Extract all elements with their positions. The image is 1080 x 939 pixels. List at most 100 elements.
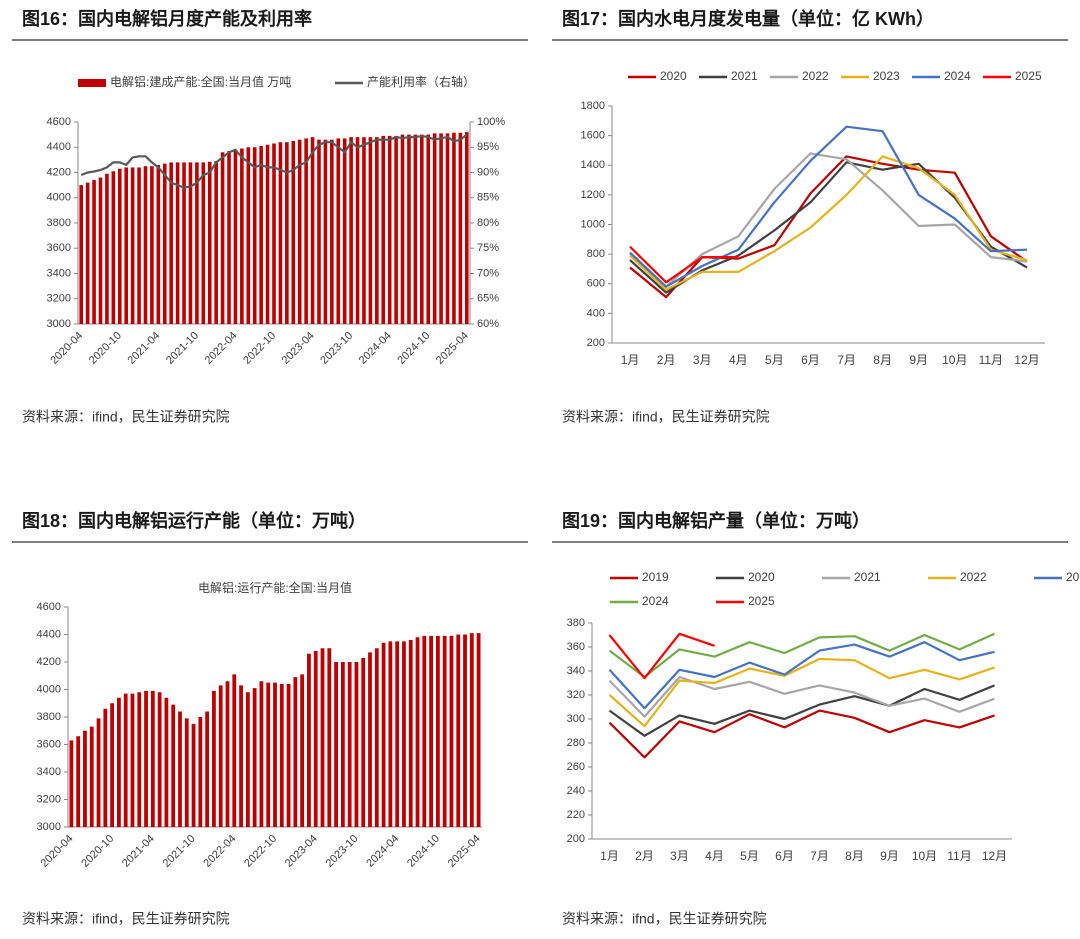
x-tick-label: 2月: [657, 353, 676, 367]
x-tick-label: 11月: [979, 353, 1003, 367]
bar: [375, 137, 379, 324]
x-tick-label: 2021-04: [125, 330, 162, 367]
bar: [137, 692, 142, 827]
bar: [169, 162, 173, 324]
legend-label: 2020: [660, 69, 687, 83]
bar: [232, 674, 237, 827]
bar: [246, 147, 251, 324]
bar: [218, 685, 223, 827]
bar: [432, 133, 437, 324]
x-tick-label: 9月: [880, 849, 899, 863]
bar: [117, 168, 122, 324]
bar: [69, 740, 74, 827]
x-tick-label: 6月: [801, 353, 820, 367]
bar: [334, 662, 338, 827]
y2-tick-label: 80%: [477, 217, 499, 229]
bar: [463, 634, 467, 827]
legend-label: 2020: [748, 570, 775, 584]
y2-tick-label: 60%: [477, 318, 499, 330]
y-tick-label: 3200: [37, 793, 61, 805]
y-tick-label: 3600: [47, 242, 71, 254]
bar: [83, 730, 87, 827]
y-tick-label: 360: [567, 641, 585, 653]
bar: [307, 653, 311, 827]
x-tick-label: 2021-10: [161, 833, 198, 870]
bar: [368, 137, 373, 324]
x-tick-label: 8月: [873, 353, 892, 367]
bar: [310, 137, 315, 324]
bar: [227, 151, 231, 324]
bar: [130, 693, 135, 827]
bar: [278, 142, 283, 324]
bar: [469, 633, 474, 827]
bar: [323, 139, 328, 324]
bar: [456, 634, 461, 827]
y2-tick-label: 100%: [477, 116, 505, 128]
bar: [110, 703, 115, 827]
y-tick-label: 320: [567, 689, 585, 701]
x-tick-label: 2022-04: [201, 833, 238, 870]
bar: [239, 685, 243, 827]
y2-tick-label: 75%: [477, 242, 499, 254]
bar: [330, 139, 334, 324]
x-tick-label: 4月: [705, 849, 724, 863]
x-tick-label: 2022-04: [203, 330, 240, 367]
x-tick-label: 2023-04: [283, 833, 320, 870]
bar: [327, 648, 332, 827]
series-line: [608, 641, 995, 710]
y-tick-label: 600: [587, 278, 605, 290]
bar: [240, 148, 244, 324]
x-tick-label: 5月: [765, 353, 784, 367]
y-tick-label: 1200: [581, 189, 605, 201]
x-tick-label: 6月: [775, 849, 794, 863]
x-tick-label: 2020-10: [79, 833, 116, 870]
bar: [205, 711, 210, 827]
bar: [184, 718, 189, 827]
bar: [182, 162, 186, 324]
y-tick-label: 3800: [37, 711, 61, 723]
series-line: [80, 133, 468, 189]
bar: [143, 166, 148, 324]
bar: [342, 138, 347, 324]
bar: [317, 139, 321, 324]
x-tick-label: 1月: [600, 849, 619, 863]
x-tick-label: 2021-10: [164, 330, 201, 367]
bar: [105, 173, 109, 324]
bar: [381, 135, 386, 324]
bar: [458, 132, 463, 324]
legend-label: 2021: [731, 69, 758, 83]
bar: [442, 635, 447, 827]
bar: [336, 138, 341, 324]
legend-label: 电解铝:建成产能:全国:当月值 万吨: [110, 74, 291, 89]
bar: [476, 633, 481, 827]
bar: [212, 690, 216, 827]
bar: [291, 140, 296, 324]
bar: [349, 137, 353, 324]
x-tick-label: 2021-04: [120, 833, 157, 870]
x-tick-label: 7月: [810, 849, 829, 863]
y-tick-label: 800: [587, 248, 605, 260]
series-line: [608, 709, 995, 759]
bar: [420, 134, 424, 324]
bar: [320, 648, 325, 827]
bar: [285, 142, 289, 324]
bar: [201, 162, 206, 324]
bar: [144, 690, 148, 827]
source-note: 资料来源：ifind，民生证券研究院: [22, 409, 230, 425]
series-line: [629, 245, 739, 284]
legend-label: 2024: [944, 69, 971, 83]
x-tick-label: 7月: [837, 353, 856, 367]
x-tick-label: 2020-04: [39, 833, 76, 870]
bar: [89, 726, 94, 827]
bar: [381, 642, 386, 827]
y-tick-label: 1400: [581, 159, 605, 171]
bar: [259, 681, 264, 827]
bar: [400, 134, 405, 324]
bar: [162, 163, 167, 324]
y-tick-label: 1800: [581, 100, 605, 112]
x-tick-label: 9月: [909, 353, 928, 367]
bar: [150, 690, 155, 827]
bar: [426, 134, 431, 324]
bar: [157, 692, 162, 827]
bar: [279, 684, 284, 827]
